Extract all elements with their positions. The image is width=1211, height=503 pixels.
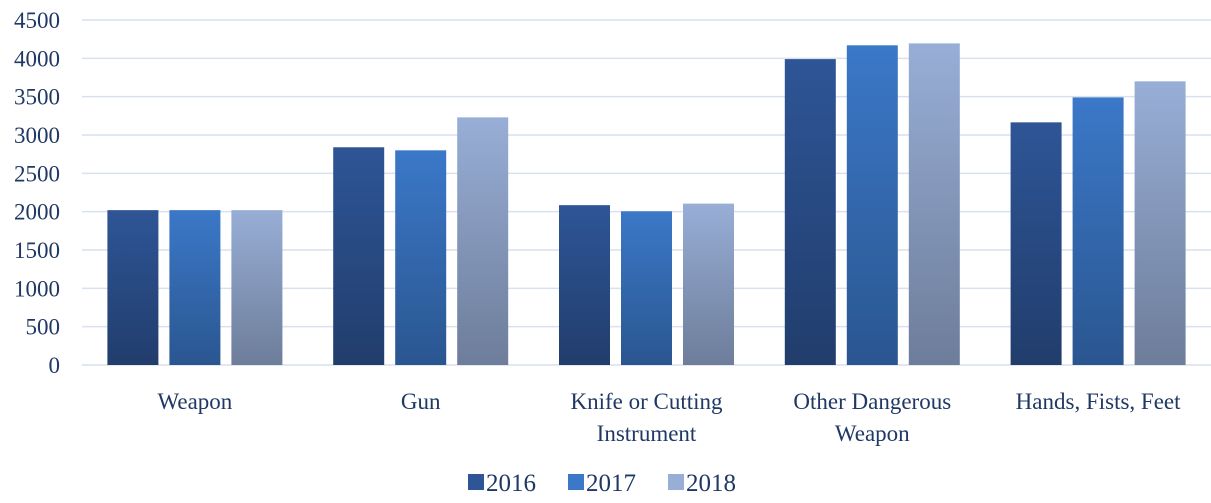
- legend: 2016 2017 2018: [468, 470, 736, 497]
- y-tick-label: 4500: [14, 8, 60, 33]
- x-category-label: Gun: [401, 389, 441, 414]
- bar-2018: [908, 43, 960, 366]
- x-category-label: Other Dangerous Weapon: [793, 389, 951, 446]
- y-tick-label: 4000: [14, 46, 60, 71]
- y-tick-label: 2500: [14, 161, 60, 186]
- y-axis-tick-labels: 0 500 1000 1500 2000 2500 3000 3500 4000 4500: [14, 8, 60, 378]
- y-tick-label: 2000: [14, 200, 60, 225]
- x-category-label: Knife or Cutting Instrument: [570, 389, 723, 446]
- legend-label: 2017: [586, 470, 636, 497]
- bar-2017: [169, 210, 221, 365]
- legend-swatch: [468, 474, 484, 490]
- bar-2016: [107, 210, 159, 365]
- legend-label: 2018: [686, 470, 736, 497]
- bar-2016: [333, 147, 385, 365]
- y-tick-label: 500: [26, 315, 61, 340]
- legend-item-2018: 2018: [668, 470, 736, 497]
- bar-2017: [846, 45, 898, 366]
- bar-2017: [621, 211, 672, 365]
- bar-2018: [683, 203, 734, 365]
- bars: [107, 43, 1186, 366]
- x-category-label: Hands, Fists, Feet: [1016, 389, 1181, 414]
- legend-swatch: [668, 474, 684, 490]
- legend-label: 2016: [486, 470, 536, 497]
- bar-2018: [231, 210, 283, 365]
- bar-2016: [784, 59, 836, 365]
- bar-2017: [1072, 97, 1124, 365]
- bar-2016: [559, 205, 610, 365]
- legend-item-2017: 2017: [568, 470, 636, 497]
- y-tick-label: 3000: [14, 123, 60, 148]
- bar-2018: [1134, 81, 1186, 365]
- y-tick-label: 1500: [14, 238, 60, 263]
- x-axis-category-labels: Weapon Gun Knife or Cutting Instrument Other…: [158, 389, 1182, 446]
- legend-swatch: [568, 474, 584, 490]
- y-tick-label: 0: [49, 353, 61, 378]
- bar-2016: [1010, 122, 1062, 365]
- bar-2017: [395, 150, 447, 365]
- y-tick-label: 3500: [14, 85, 60, 110]
- x-category-label: Weapon: [158, 389, 233, 414]
- y-tick-label: 1000: [14, 276, 60, 301]
- bar-2018: [457, 117, 509, 365]
- legend-item-2016: 2016: [468, 470, 536, 497]
